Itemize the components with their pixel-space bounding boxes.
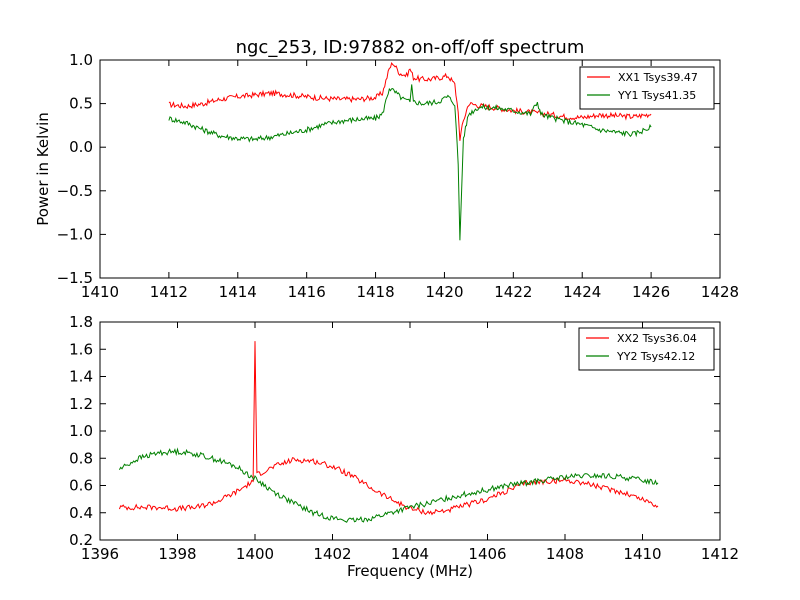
top-axis-ticks: 1410 1412 1414 1416 1418 1420 1422 1424 1426 1428… bbox=[57, 51, 740, 301]
x-axis-label: Frequency (MHz) bbox=[347, 562, 473, 580]
y-tick-label: 0.4 bbox=[69, 504, 93, 522]
x-tick-label: 1410 bbox=[81, 283, 119, 301]
top-legend: XX1 Tsys39.47 YY1 Tsys41.35 bbox=[579, 66, 715, 110]
top-chart-panel: ngc_253, ID:97882 on-off/off spectrum Po… bbox=[34, 37, 739, 301]
legend-box bbox=[578, 327, 715, 371]
x-tick-label: 1410 bbox=[623, 545, 661, 563]
x-tick-label: 1414 bbox=[219, 283, 257, 301]
y-tick-label: 1.0 bbox=[69, 51, 93, 69]
x-tick-label: 1424 bbox=[563, 283, 601, 301]
legend-label: YY2 Tsys42.12 bbox=[616, 350, 695, 363]
y-tick-label: 0.6 bbox=[69, 477, 93, 495]
series-line-1 bbox=[118, 341, 659, 516]
bottom-legend: XX2 Tsys36.04 YY2 Tsys42.12 bbox=[578, 327, 715, 371]
y-tick-label: 1.8 bbox=[69, 313, 93, 331]
y-tick-label: −1.0 bbox=[57, 225, 93, 243]
y-tick-label: 0.5 bbox=[69, 95, 93, 113]
x-tick-label: 1406 bbox=[468, 545, 506, 563]
x-tick-label: 1402 bbox=[313, 545, 351, 563]
legend-label: XX1 Tsys39.47 bbox=[618, 71, 698, 84]
y-axis-label: Power in Kelvin bbox=[34, 112, 52, 226]
series-line-2 bbox=[118, 447, 659, 523]
y-tick-label: −1.5 bbox=[57, 269, 93, 287]
x-tick-label: 1426 bbox=[632, 283, 670, 301]
y-tick-label: 1.2 bbox=[69, 395, 93, 413]
x-tick-label: 1400 bbox=[236, 545, 274, 563]
legend-label: YY1 Tsys41.35 bbox=[617, 89, 696, 102]
x-tick-label: 1408 bbox=[546, 545, 584, 563]
y-tick-label: 0.2 bbox=[69, 531, 93, 549]
x-tick-label: 1404 bbox=[391, 545, 429, 563]
bottom-chart-panel: Frequency (MHz) 1396 1398 1400 1402 1404 1406… bbox=[69, 313, 739, 580]
x-tick-label: 1412 bbox=[150, 283, 188, 301]
x-tick-label: 1398 bbox=[158, 545, 196, 563]
series-line-1 bbox=[168, 61, 652, 141]
series-line-2 bbox=[168, 84, 652, 241]
x-tick-label: 1422 bbox=[494, 283, 532, 301]
y-tick-label: 1.0 bbox=[69, 422, 93, 440]
y-tick-label: 1.4 bbox=[69, 368, 93, 386]
x-tick-label: 1420 bbox=[425, 283, 463, 301]
legend-box bbox=[579, 66, 715, 110]
y-tick-label: 0.0 bbox=[69, 138, 93, 156]
chart-title: ngc_253, ID:97882 on-off/off spectrum bbox=[236, 37, 585, 58]
x-tick-label: 1416 bbox=[288, 283, 326, 301]
y-tick-label: 1.6 bbox=[69, 340, 93, 358]
x-tick-label: 1396 bbox=[81, 545, 119, 563]
x-tick-label: 1412 bbox=[701, 545, 739, 563]
bottom-axis-ticks: 1396 1398 1400 1402 1404 1406 1408 1410 1412 0.2 0… bbox=[69, 313, 739, 563]
legend-label: XX2 Tsys36.04 bbox=[617, 332, 697, 345]
x-tick-label: 1418 bbox=[356, 283, 394, 301]
bottom-series-lines bbox=[118, 341, 659, 523]
top-series-lines bbox=[168, 61, 652, 241]
y-tick-label: −0.5 bbox=[57, 182, 93, 200]
y-tick-label: 0.8 bbox=[69, 449, 93, 467]
top-plot-frame bbox=[99, 59, 721, 279]
x-tick-label: 1428 bbox=[701, 283, 739, 301]
